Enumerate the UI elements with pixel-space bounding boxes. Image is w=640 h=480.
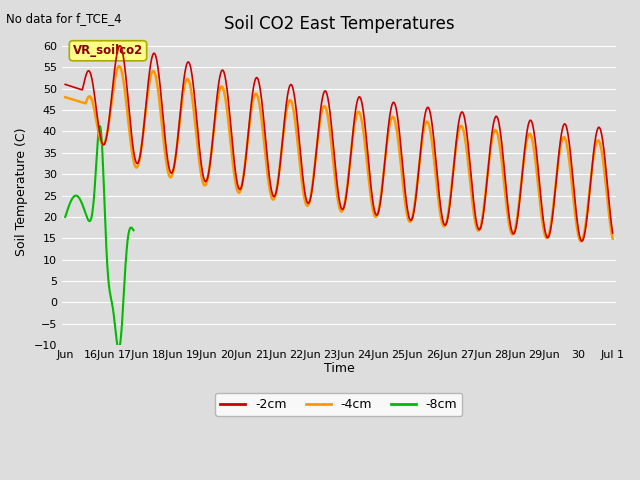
- Text: VR_soilco2: VR_soilco2: [73, 44, 143, 57]
- Legend: -2cm, -4cm, -8cm: -2cm, -4cm, -8cm: [216, 393, 463, 416]
- X-axis label: Time: Time: [324, 361, 355, 374]
- Y-axis label: Soil Temperature (C): Soil Temperature (C): [15, 127, 28, 255]
- Title: Soil CO2 East Temperatures: Soil CO2 East Temperatures: [223, 15, 454, 33]
- Text: No data for f_TCE_4: No data for f_TCE_4: [6, 12, 122, 25]
